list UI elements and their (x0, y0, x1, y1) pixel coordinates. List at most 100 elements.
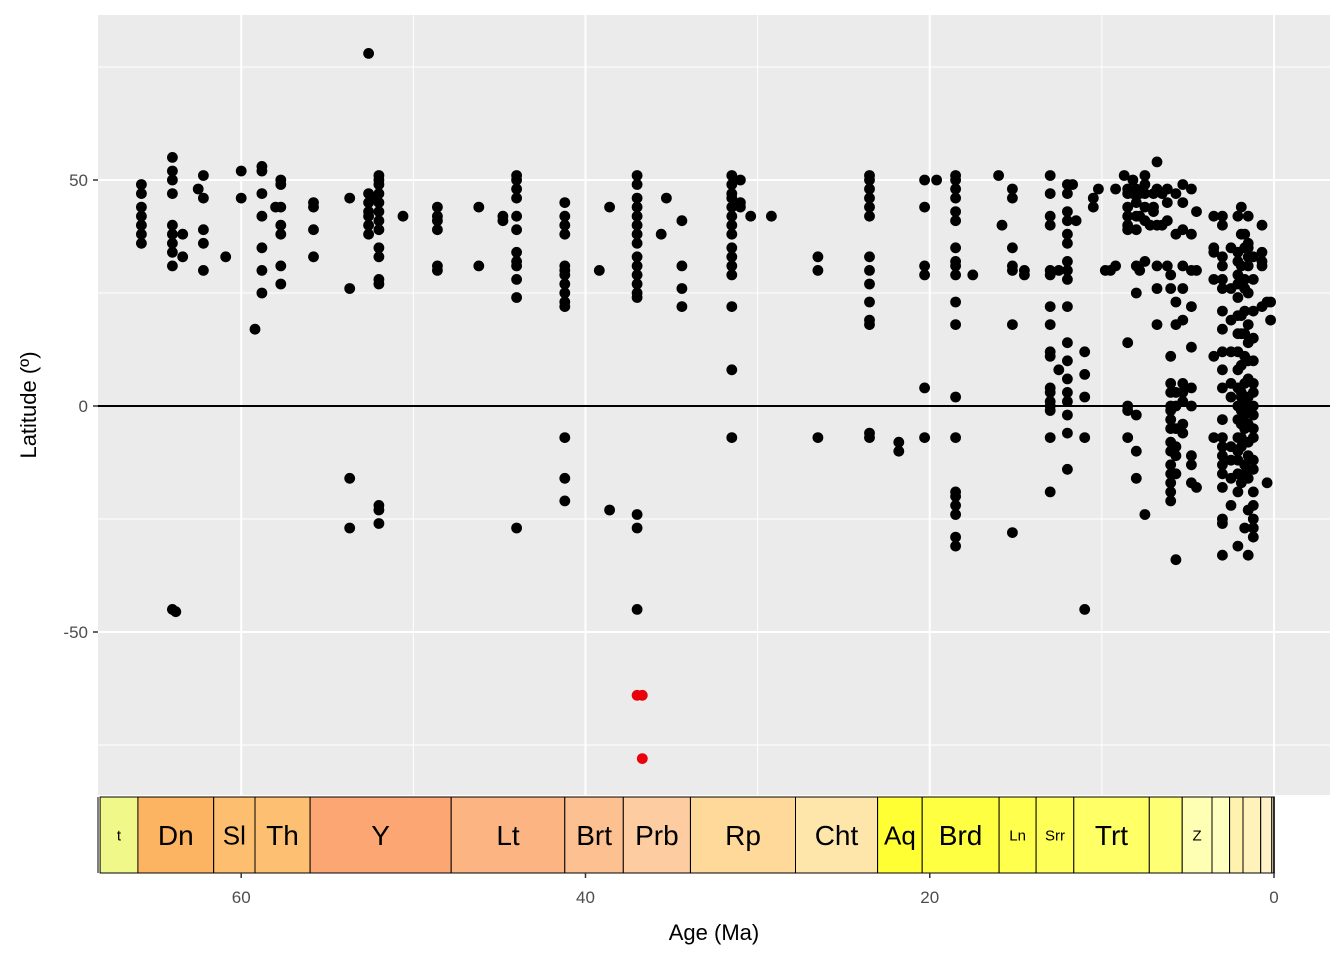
data-point (1134, 265, 1146, 276)
stage-label: Z (1193, 827, 1202, 844)
data-point (1247, 423, 1259, 434)
data-point (1177, 179, 1189, 190)
data-point (344, 472, 356, 484)
data-point (636, 689, 648, 701)
data-point (1242, 319, 1254, 330)
data-point (864, 432, 875, 443)
data-point (1242, 472, 1254, 484)
data-point (373, 188, 385, 200)
data-point (167, 246, 178, 258)
data-point (511, 192, 522, 204)
data-point (726, 219, 738, 231)
data-point (275, 278, 287, 290)
data-point (950, 432, 961, 443)
data-point (1079, 346, 1091, 358)
data-point (1062, 274, 1073, 285)
data-point (726, 432, 738, 443)
data-point (1130, 224, 1142, 236)
data-point (631, 170, 643, 181)
data-point (198, 192, 209, 204)
data-point (919, 201, 930, 213)
data-point (745, 210, 757, 222)
data-point (1044, 170, 1056, 181)
stage-box (1148, 796, 1183, 874)
data-point (919, 260, 930, 272)
data-point (893, 445, 905, 457)
data-point (473, 201, 485, 213)
x-tick-label: 60 (232, 888, 251, 907)
x-tick-label: 0 (1269, 888, 1278, 907)
data-point (373, 224, 385, 236)
data-point (511, 292, 522, 303)
data-point (726, 260, 738, 272)
data-point (1130, 197, 1142, 209)
data-point (931, 174, 942, 186)
data-point (1208, 210, 1220, 222)
data-point (1007, 192, 1018, 204)
data-point (1235, 201, 1247, 213)
data-point (1191, 265, 1202, 276)
data-point (1177, 427, 1189, 439)
data-point (1139, 179, 1151, 190)
stage-label: Lt (496, 820, 520, 851)
data-point (1070, 215, 1082, 227)
data-point (256, 265, 268, 276)
data-point (1186, 301, 1197, 312)
data-point (864, 296, 875, 308)
data-point (1177, 418, 1189, 430)
data-point (559, 219, 571, 231)
data-point (432, 224, 443, 236)
data-point (559, 269, 571, 281)
data-point (1130, 472, 1142, 484)
data-point (1044, 350, 1056, 362)
data-point (631, 210, 643, 222)
data-point (1062, 396, 1073, 407)
stage-box (921, 796, 1000, 874)
data-point (1165, 350, 1177, 362)
data-point (1067, 179, 1078, 190)
data-point (1217, 382, 1228, 394)
data-point (950, 215, 961, 227)
data-point (1177, 197, 1189, 209)
data-point (1127, 174, 1139, 186)
data-point (726, 301, 738, 312)
data-point (432, 201, 443, 213)
data-point (1151, 260, 1163, 272)
data-point (1122, 224, 1134, 236)
data-point (373, 278, 385, 290)
data-point (1247, 274, 1259, 285)
data-point (1247, 513, 1259, 525)
data-point (1232, 292, 1244, 303)
stage-box (1181, 796, 1213, 874)
data-point (1239, 328, 1251, 340)
data-point (1044, 210, 1056, 222)
data-point (1161, 215, 1173, 227)
data-point (136, 188, 147, 200)
data-point (604, 201, 615, 213)
stage-label: Dn (158, 820, 194, 851)
data-point (373, 242, 385, 254)
data-point (1170, 188, 1182, 200)
data-point (950, 531, 961, 543)
stage-box (795, 796, 879, 874)
geologic-time-scale: t Dn Sl Th Y Lt Brt Prb Rp Cht Aq Brd Ln Srr Trt Z (0, 796, 1275, 874)
data-point (1110, 183, 1121, 195)
data-point (1062, 337, 1073, 349)
data-point (1247, 251, 1259, 263)
data-point (1217, 414, 1228, 425)
stage-box (1073, 796, 1150, 874)
data-point (1217, 441, 1228, 453)
data-point (275, 219, 287, 231)
data-point (432, 215, 443, 227)
data-point (1247, 332, 1259, 344)
data-point (1225, 500, 1237, 511)
data-point (249, 323, 261, 335)
data-point (631, 269, 643, 281)
data-point (1217, 274, 1228, 285)
data-point (864, 251, 875, 263)
data-point (1217, 323, 1228, 335)
data-point (1019, 269, 1030, 281)
data-point (1062, 387, 1073, 398)
data-point (1044, 319, 1056, 330)
data-point (1217, 260, 1228, 272)
